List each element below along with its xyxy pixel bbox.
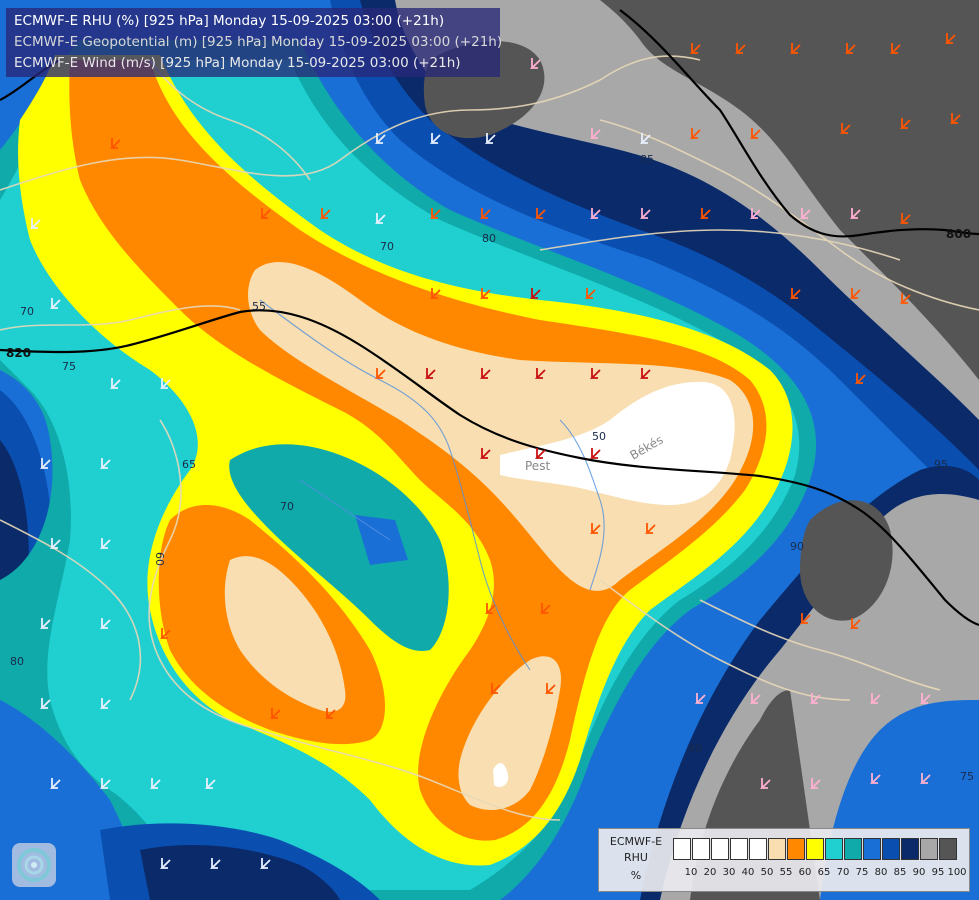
- legend-swatch: [711, 838, 729, 860]
- legend-swatch: [825, 838, 843, 860]
- contour-label-75b: 75: [960, 770, 974, 783]
- legend-tick-label: 65: [817, 867, 831, 878]
- geopotential-820-line: [0, 309, 979, 627]
- contour-label-95: 95: [934, 458, 948, 471]
- title-wind: ECMWF-E Wind (m/s) [925 hPa] Monday 15-0…: [14, 55, 461, 71]
- legend-tick-label: 70: [836, 867, 850, 878]
- geopotential-label-820: 820: [6, 346, 31, 360]
- geopotential-label-800: 800: [946, 227, 971, 241]
- legend-swatch: [939, 838, 957, 860]
- band-55-main: [248, 261, 754, 591]
- contour-label-50: 50: [592, 430, 606, 443]
- band-dark-se-patch: [800, 500, 893, 621]
- map-title-box: ECMWF-E RHU (%) [925 hPa] Monday 15-09-2…: [6, 8, 503, 77]
- band-55-south: [458, 656, 561, 810]
- contour-label-90a: 90: [790, 540, 804, 553]
- contour-label-85: 85: [640, 153, 654, 166]
- legend-tick-label: 90: [912, 867, 926, 878]
- contour-label-80a: 80: [482, 232, 496, 245]
- legend-swatch: [692, 838, 710, 860]
- legend-tick-label: 20: [703, 867, 717, 878]
- legend-swatches: [673, 838, 958, 860]
- band-50-core: [500, 381, 735, 505]
- legend-variable: RHU: [624, 851, 648, 864]
- band-70-inner: [229, 444, 449, 651]
- legend-tick-label: 60: [798, 867, 812, 878]
- legend-swatch: [673, 838, 691, 860]
- contour-label-80b: 80: [10, 655, 24, 668]
- legend-swatch: [749, 838, 767, 860]
- legend-tick-label: 30: [722, 867, 736, 878]
- legend-tick-label: 10: [684, 867, 698, 878]
- legend-tick-label: 75: [855, 867, 869, 878]
- ecmwf-logo-icon: [12, 843, 56, 887]
- rhu-legend: ECMWF-E RHU % 10 20 30 40 50 55 60 65 70 75 80 85 90…: [598, 828, 970, 892]
- legend-tick-label: 40: [741, 867, 755, 878]
- contour-label-90b: 90: [688, 742, 702, 755]
- rivers: [259, 299, 605, 671]
- contour-label-60: 60: [153, 552, 166, 566]
- legend-swatch: [920, 838, 938, 860]
- legend-swatch: [806, 838, 824, 860]
- legend-swatch: [863, 838, 881, 860]
- contour-label-55: 55: [252, 300, 266, 313]
- contour-label-70b: 70: [20, 305, 34, 318]
- legend-swatch: [844, 838, 862, 860]
- legend-unit: %: [630, 869, 642, 882]
- band-75-inner: [355, 515, 408, 565]
- geopotential-800-ne-line: [619, 9, 979, 238]
- wind-barbs: [29, 33, 961, 869]
- contour-label-65: 65: [182, 458, 196, 471]
- legend-tick-label: 95: [931, 867, 945, 878]
- legend-swatch: [882, 838, 900, 860]
- legend-swatch: [901, 838, 919, 860]
- legend-tick-label: 50: [760, 867, 774, 878]
- contour-label-75a: 75: [62, 360, 76, 373]
- legend-tick-label: 85: [893, 867, 907, 878]
- legend-tick-label: 80: [874, 867, 888, 878]
- place-label-pest: Pest: [525, 459, 550, 473]
- band-60-main: [69, 60, 767, 841]
- legend-tick-label: 55: [779, 867, 793, 878]
- legend-tick-label: 100: [947, 867, 967, 878]
- legend-swatch: [787, 838, 805, 860]
- legend-swatch: [768, 838, 786, 860]
- contour-label-70a: 70: [380, 240, 394, 253]
- band-55-west: [224, 556, 346, 712]
- band-100-ne: [600, 0, 979, 380]
- title-geopotential: ECMWF-E Geopotential (m) [925 hPa] Monda…: [14, 34, 503, 50]
- contour-label-70c: 70: [280, 500, 294, 513]
- legend-model: ECMWF-E: [609, 835, 663, 848]
- band-90-s: [140, 845, 340, 900]
- band-50-south: [493, 763, 509, 787]
- contour-labels: 50 55 60 65 70 70 70 75 75 80 80 85 90 9…: [10, 153, 974, 783]
- title-rhu: ECMWF-E RHU (%) [925 hPa] Monday 15-09-2…: [14, 13, 445, 29]
- legend-swatch: [730, 838, 748, 860]
